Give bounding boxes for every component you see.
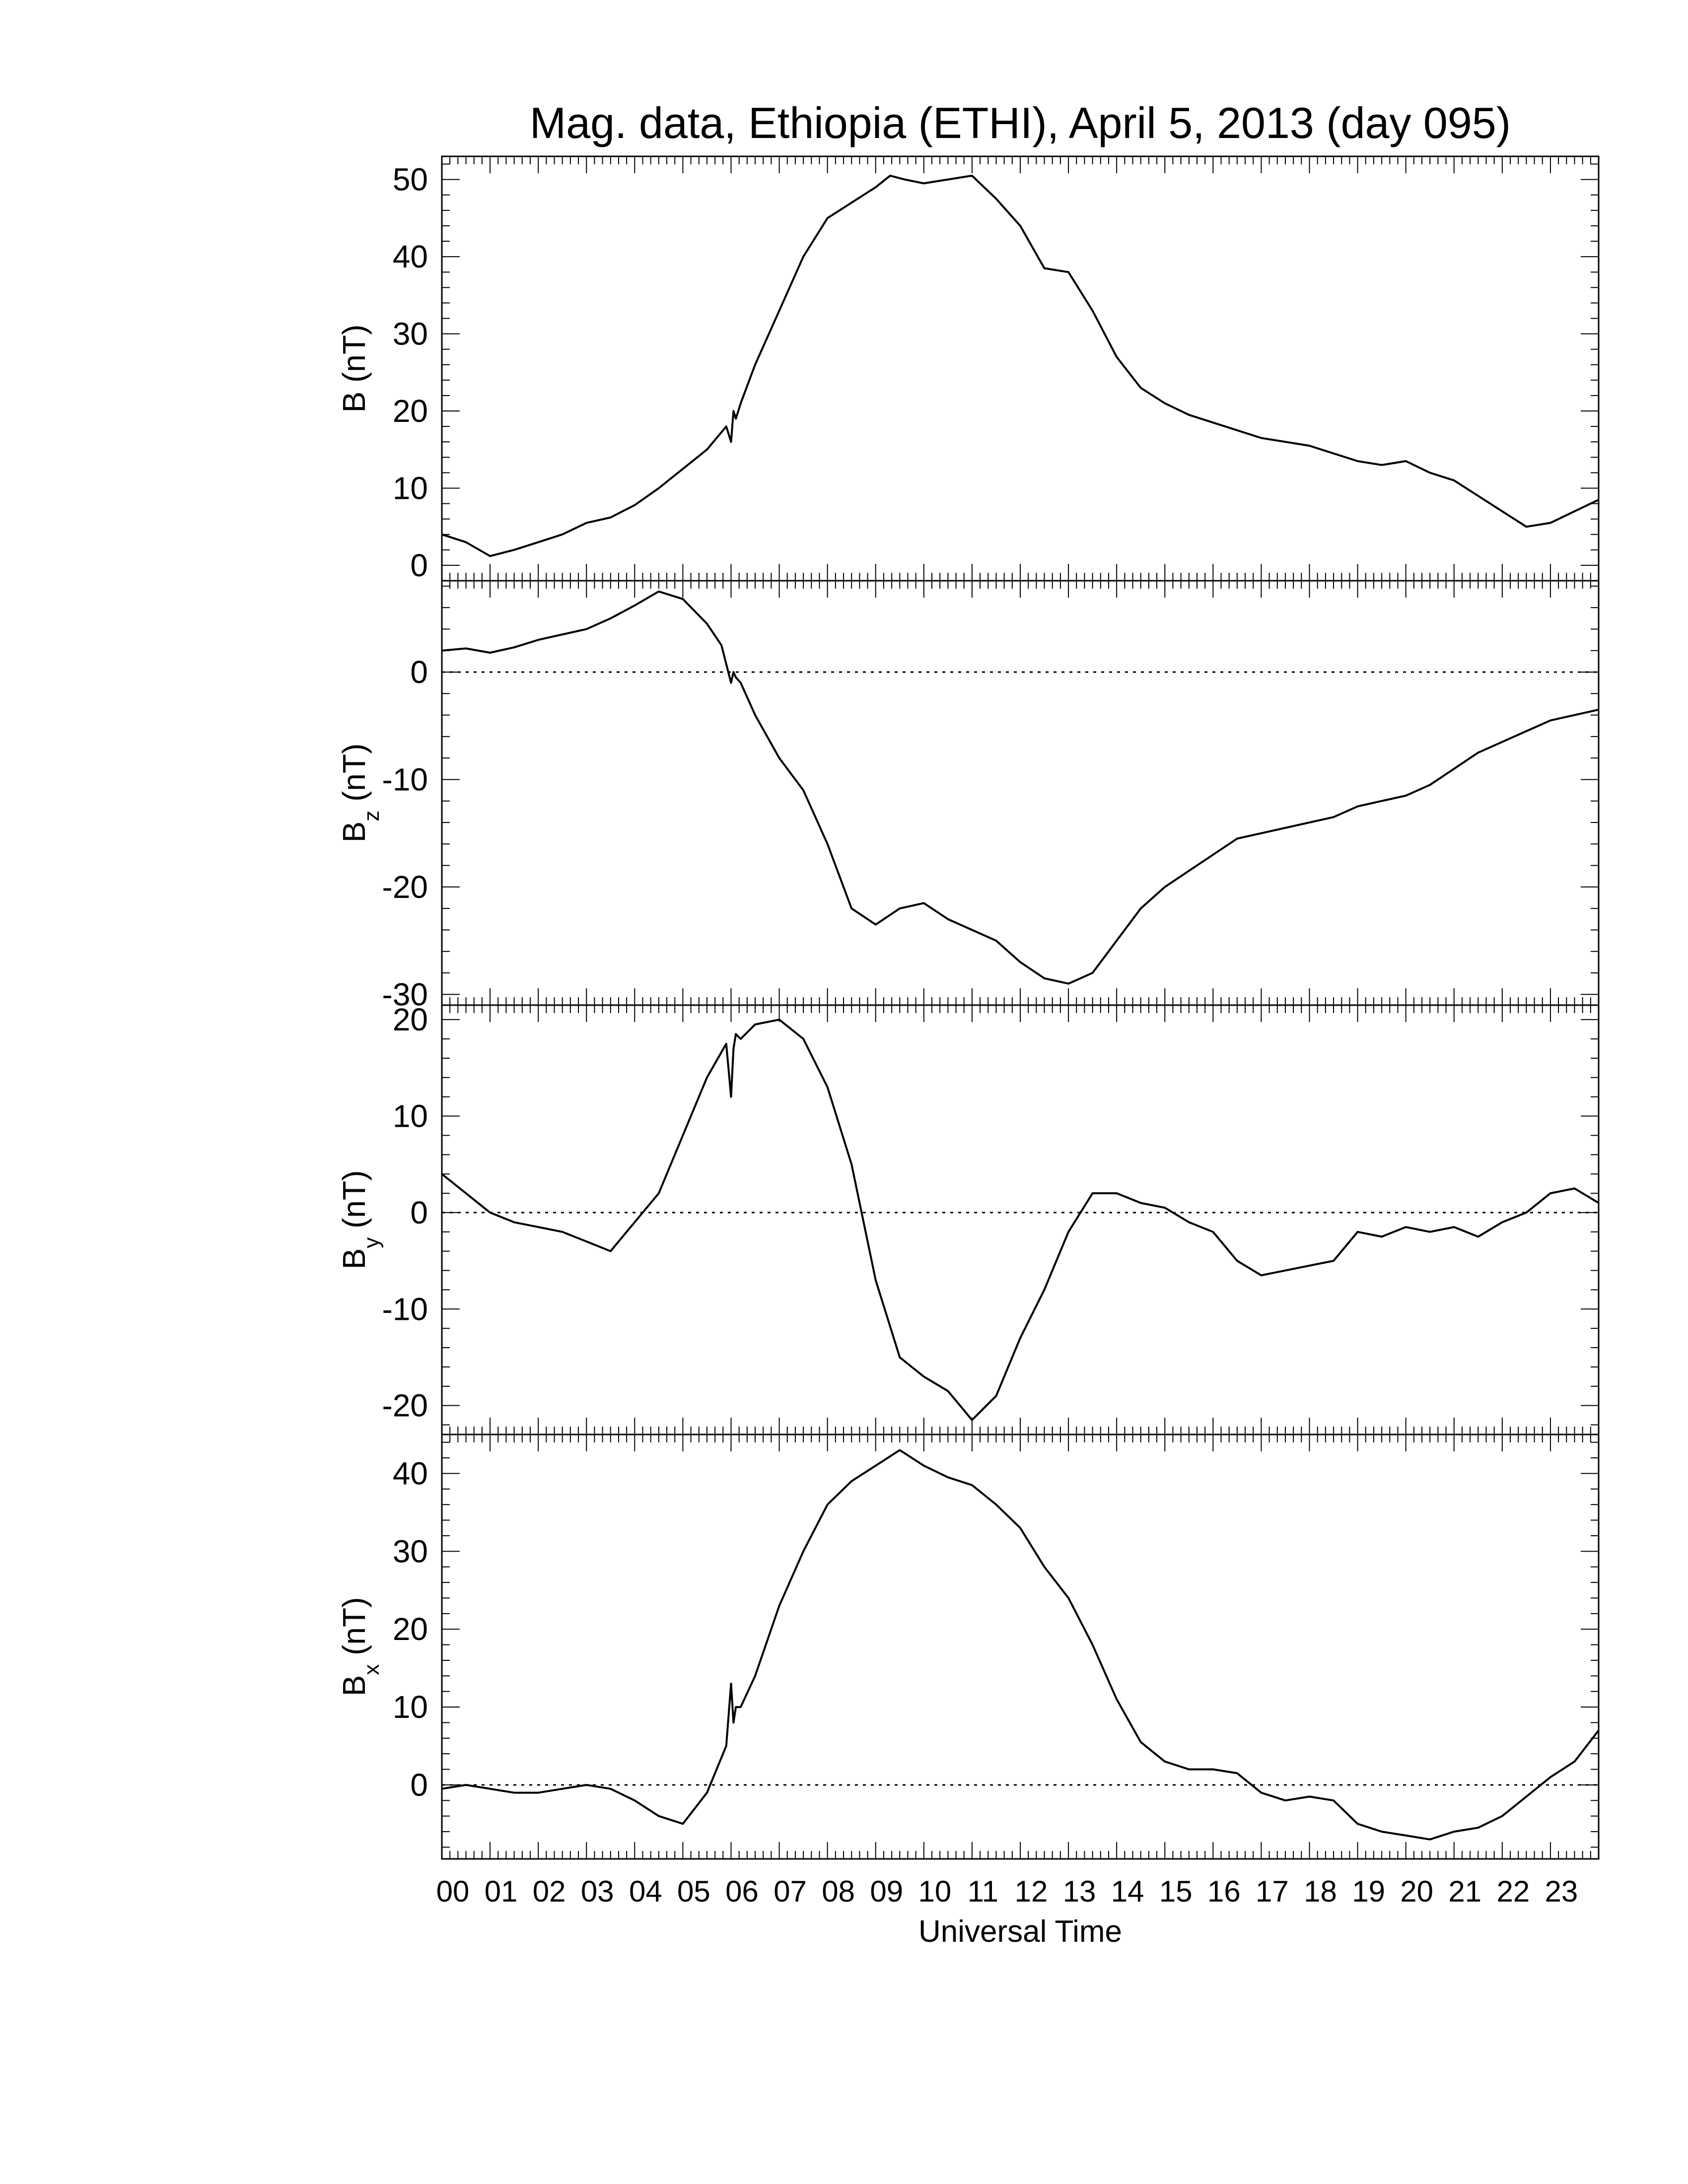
y-tick-label: -10 [382, 1291, 428, 1327]
y-axis-label-subscript: x [359, 1664, 384, 1675]
y-tick-label: 30 [393, 1533, 428, 1569]
y-tick-label: 0 [410, 1195, 428, 1230]
y-tick-label: 40 [393, 1455, 428, 1491]
x-tick-label: 11 [968, 1875, 998, 1908]
y-tick-label: 50 [393, 162, 428, 198]
x-tick-label: 02 [533, 1875, 566, 1908]
x-tick-label: 17 [1256, 1875, 1289, 1908]
panel-frame-By [441, 1004, 1600, 1435]
x-tick-label: 05 [677, 1875, 710, 1908]
panel-frame-Bz [441, 580, 1600, 1006]
y-axis-label-unit: (nT) [336, 1597, 372, 1664]
y-tick-label: 20 [393, 393, 428, 429]
x-tick-label: 15 [1159, 1875, 1193, 1908]
x-tick-label: 04 [629, 1875, 662, 1908]
x-tick-label: 23 [1545, 1875, 1578, 1908]
y-tick-label: 0 [410, 1767, 428, 1803]
x-tick-label: 03 [581, 1875, 614, 1908]
y-axis-label-unit: (nT) [336, 325, 372, 392]
y-tick-label: 0 [410, 547, 428, 583]
y-tick-label: 10 [393, 1098, 428, 1134]
x-tick-label: 06 [725, 1875, 759, 1908]
x-axis-label: Universal Time [918, 1914, 1122, 1949]
series-line-Bx [441, 1449, 1600, 1841]
panel-frame-B [441, 155, 1600, 582]
y-axis-label-Bz: Bz (nT) [336, 744, 384, 843]
y-tick-label: -20 [382, 1388, 428, 1424]
panel-B: 0 10 20 30 40 50 B (nT) [336, 155, 1600, 583]
x-tick-label: 19 [1352, 1875, 1385, 1908]
panel-By: 20 10 0 -10 -20 By (nT) [336, 1002, 1600, 1435]
y-tick-label: -20 [382, 869, 428, 905]
x-tick-label: 14 [1111, 1875, 1144, 1908]
x-tick-label: 13 [1063, 1875, 1096, 1908]
x-tick-label: 16 [1207, 1875, 1241, 1908]
x-tick-label: 21 [1448, 1875, 1481, 1908]
y-axis-label-main: B [336, 821, 372, 843]
x-tick-label: 10 [918, 1875, 951, 1908]
panel-Bx: 40 30 20 10 0 Bx (nT) [336, 1433, 1600, 1860]
x-tick-labels: 00 01 02 03 04 05 06 07 08 09 10 11 12 13 14 15 16 17 18 19… [436, 1875, 1578, 1908]
y-axis-label-unit: (nT) [336, 744, 372, 811]
y-axis-label-main: B [336, 1248, 372, 1270]
y-tick-label: -10 [382, 761, 428, 797]
y-tick-label: 40 [393, 239, 428, 274]
y-axis-label-subscript: z [359, 811, 384, 821]
y-tick-label: 30 [393, 316, 428, 352]
x-tick-label: 09 [870, 1875, 903, 1908]
y-axis-label-main: B [336, 1675, 372, 1697]
y-tick-label: 10 [393, 1689, 428, 1725]
x-tick-label: 12 [1015, 1875, 1048, 1908]
series-line-By [441, 1019, 1600, 1421]
chart-title: Mag. data, Ethiopia (ETHI), April 5, 201… [530, 98, 1511, 147]
y-tick-label: 20 [393, 1611, 428, 1647]
x-tick-label: 08 [822, 1875, 855, 1908]
y-tick-label: 20 [393, 1002, 428, 1037]
y-tick-label: -30 [382, 976, 428, 1012]
x-tick-label: 18 [1304, 1875, 1337, 1908]
y-tick-label: 0 [410, 654, 428, 690]
y-axis-label-B: B (nT) [336, 325, 372, 413]
panels: 0 10 20 30 40 50 B (nT) 0 -10 -20 -30 Bz (nT) 20 10 0 -… [336, 155, 1600, 1860]
y-tick-label: 10 [393, 470, 428, 506]
panel-frame-Bx [441, 1433, 1600, 1860]
x-tick-label: 00 [436, 1875, 470, 1908]
series-line-Bz [441, 590, 1599, 985]
x-tick-label: 01 [485, 1875, 518, 1908]
x-tick-label: 20 [1400, 1875, 1433, 1908]
y-axis-label-subscript: y [359, 1237, 384, 1248]
y-axis-label-Bx: Bx (nT) [336, 1597, 384, 1697]
x-tick-label: 07 [774, 1875, 807, 1908]
x-tick-label: 22 [1496, 1875, 1530, 1908]
series-line-B [441, 174, 1599, 557]
y-axis-label-unit: (nT) [336, 1170, 372, 1237]
y-axis-label-By: By (nT) [336, 1170, 384, 1270]
panel-Bz: 0 -10 -20 -30 Bz (nT) [336, 580, 1600, 1012]
y-axis-label-main: B [336, 392, 372, 413]
